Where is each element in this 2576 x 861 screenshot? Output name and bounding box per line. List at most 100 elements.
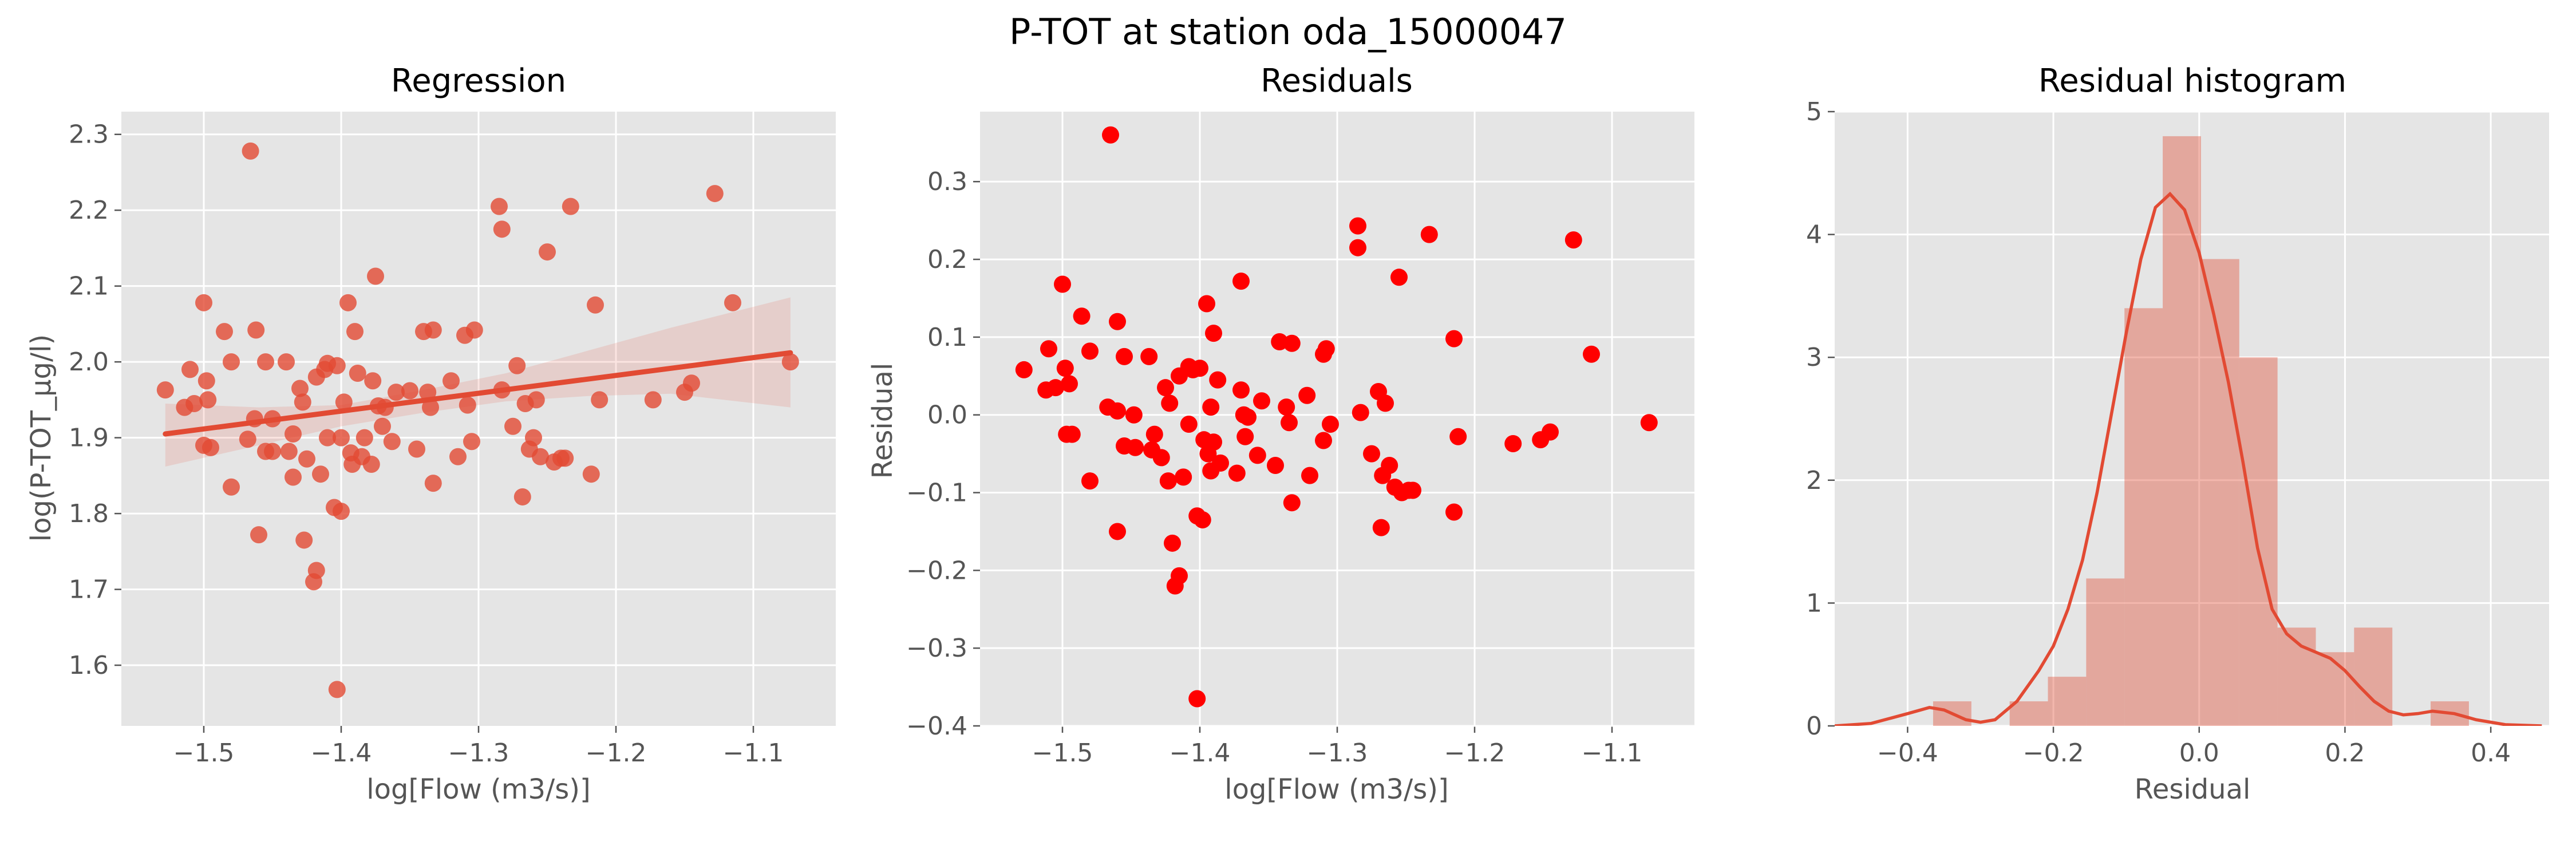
regression-point bbox=[724, 294, 741, 311]
residuals-point bbox=[1194, 511, 1211, 529]
histogram-ytick-label: 3 bbox=[1806, 343, 1822, 372]
regression-point bbox=[257, 353, 274, 371]
residuals-point bbox=[1054, 275, 1071, 293]
residuals-point bbox=[1056, 360, 1074, 377]
regression-point bbox=[532, 448, 549, 465]
regression-point bbox=[491, 198, 508, 215]
residuals-point bbox=[1125, 406, 1143, 424]
residuals-ytick-label: −0.1 bbox=[906, 479, 967, 508]
residuals-point bbox=[1209, 371, 1227, 389]
residuals-point bbox=[1175, 468, 1192, 486]
residuals-point bbox=[1205, 325, 1222, 342]
regression-point bbox=[508, 357, 526, 374]
regression-point bbox=[355, 429, 373, 447]
regression-xtick-label: −1.1 bbox=[723, 738, 784, 768]
residuals-ytick-label: 0.1 bbox=[927, 323, 967, 352]
residuals-point bbox=[1040, 340, 1057, 358]
regression-point bbox=[335, 393, 353, 411]
histogram-marks bbox=[1835, 136, 2542, 726]
residuals-point bbox=[1236, 428, 1254, 445]
residuals-point bbox=[1542, 423, 1559, 441]
regression-xtick-label: −1.2 bbox=[586, 738, 647, 768]
residuals-point bbox=[1583, 345, 1600, 363]
figure-suptitle: P-TOT at station oda_15000047 bbox=[1009, 11, 1567, 53]
histogram-ytick-label: 4 bbox=[1806, 220, 1822, 250]
regression-point bbox=[424, 475, 442, 492]
regression-point bbox=[298, 450, 315, 468]
residuals-point bbox=[1404, 481, 1421, 499]
residuals-point bbox=[1267, 456, 1284, 474]
regression-point bbox=[525, 429, 542, 447]
regression-point bbox=[223, 478, 240, 496]
residuals-point bbox=[1239, 408, 1257, 426]
residuals-point bbox=[1640, 414, 1658, 432]
regression-point bbox=[419, 384, 437, 401]
residuals-point bbox=[1152, 449, 1170, 467]
histogram-bar bbox=[2124, 308, 2163, 726]
histogram-bar bbox=[2239, 357, 2278, 726]
residuals-point bbox=[1390, 268, 1408, 286]
residuals-point bbox=[1278, 398, 1295, 416]
residuals-point bbox=[1349, 239, 1366, 256]
residuals-point bbox=[1109, 402, 1126, 420]
residuals-point bbox=[1109, 523, 1126, 540]
regression-point bbox=[333, 503, 350, 520]
residuals-point bbox=[1061, 375, 1078, 393]
residuals-point bbox=[1140, 347, 1158, 365]
regression-ytick-label: 2.3 bbox=[69, 120, 109, 149]
residuals-point bbox=[1381, 456, 1398, 474]
regression-point bbox=[185, 395, 203, 413]
residuals-point bbox=[1283, 494, 1301, 512]
regression-point bbox=[307, 562, 325, 579]
regression-ytick-label: 2.2 bbox=[69, 196, 109, 225]
residuals-ytick-label: −0.4 bbox=[906, 712, 967, 741]
residuals-point bbox=[1202, 398, 1220, 416]
regression-point bbox=[250, 526, 267, 544]
regression-ytick-label: 1.9 bbox=[69, 424, 109, 453]
regression-point bbox=[401, 382, 418, 400]
histogram-bar bbox=[2086, 578, 2125, 726]
regression-point bbox=[202, 439, 219, 456]
histogram-xtick-label: −0.4 bbox=[1877, 738, 1938, 768]
regression-point bbox=[374, 417, 391, 435]
regression-point bbox=[291, 380, 309, 397]
regression-point bbox=[242, 142, 259, 160]
regression-point bbox=[264, 443, 281, 460]
residuals-point bbox=[1249, 447, 1266, 464]
residuals-point bbox=[1228, 464, 1246, 482]
regression-point bbox=[383, 433, 401, 451]
residuals-point bbox=[1377, 394, 1394, 412]
residuals-xtick-label: −1.4 bbox=[1170, 738, 1231, 768]
regression-point bbox=[465, 321, 483, 339]
residuals-title: Residuals bbox=[1261, 62, 1413, 100]
residuals-xtick-label: −1.1 bbox=[1582, 738, 1643, 768]
regression-point bbox=[239, 430, 256, 448]
regression-point bbox=[349, 365, 366, 382]
histogram-ytick-label: 1 bbox=[1806, 589, 1822, 618]
regression-ytick-label: 1.6 bbox=[69, 651, 109, 680]
regression-point bbox=[539, 243, 556, 261]
regression-point bbox=[424, 321, 442, 339]
residuals-xlabel: log[Flow (m3/s)] bbox=[1224, 773, 1448, 805]
residuals-point bbox=[1127, 439, 1144, 456]
regression-point bbox=[556, 449, 574, 467]
regression-ytick-label: 2.0 bbox=[69, 347, 109, 377]
regression-point bbox=[367, 267, 384, 285]
regression-title: Regression bbox=[391, 62, 566, 100]
regression-point bbox=[527, 391, 545, 409]
histogram-xtick-label: −0.2 bbox=[2023, 738, 2084, 768]
regression-xtick-label: −1.4 bbox=[311, 738, 372, 768]
residuals-point bbox=[1198, 295, 1215, 313]
histogram-panel: −0.4 −0.2 0.0 0.2 0.4 0 1 2 3 4 5 Residual histogr… bbox=[1806, 62, 2549, 805]
regression-point bbox=[781, 353, 799, 371]
histogram-xtick-label: 0.4 bbox=[2471, 738, 2511, 768]
residuals-point bbox=[1564, 231, 1582, 249]
regression-point bbox=[295, 531, 313, 549]
regression-point bbox=[442, 372, 460, 390]
residuals-point bbox=[1073, 307, 1091, 325]
regression-point bbox=[388, 384, 405, 401]
histogram-ytick-label: 2 bbox=[1806, 466, 1822, 495]
regression-point bbox=[346, 323, 364, 341]
regression-point bbox=[449, 448, 467, 465]
regression-point bbox=[181, 361, 199, 378]
